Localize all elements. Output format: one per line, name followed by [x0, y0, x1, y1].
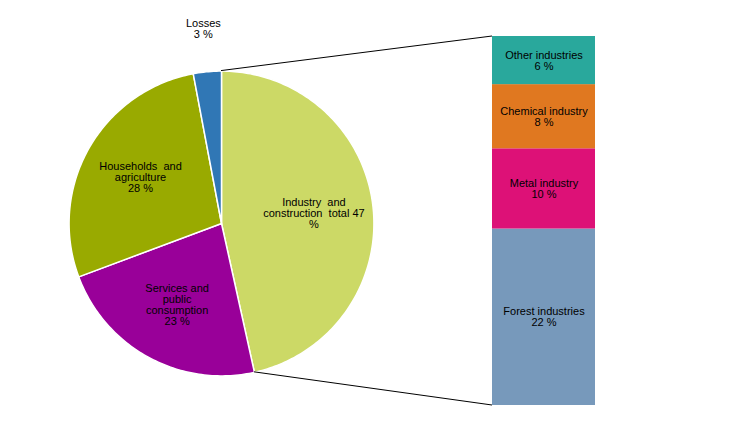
svg-text:Chemical industry8 %: Chemical industry8 % [500, 105, 588, 128]
svg-text:Industry andconstruction tot: Industry andconstruction total 47% [263, 196, 365, 230]
svg-text:Other industries6 %: Other industries6 % [505, 49, 583, 72]
svg-text:Services andpublicconsumption2: Services andpublicconsumption23 % [145, 282, 209, 327]
svg-text:Households andagriculture28 %: Households andagriculture28 % [99, 160, 182, 194]
svg-text:Metal industry10 %: Metal industry10 % [510, 177, 579, 200]
svg-text:Forest industries22 %: Forest industries22 % [503, 305, 585, 328]
svg-text:Losses3 %: Losses3 % [186, 17, 221, 40]
